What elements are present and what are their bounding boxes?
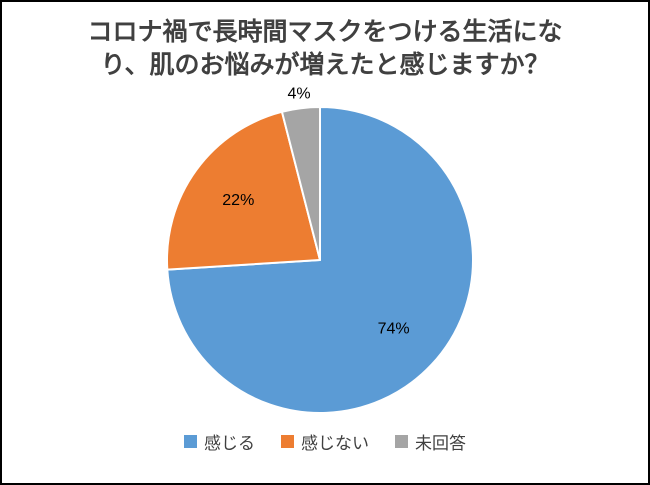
pie-slice-2 [280, 106, 321, 261]
legend-item-0: 感じる [184, 429, 255, 454]
legend-swatch-0 [184, 435, 197, 448]
legend-item-1: 感じない [281, 429, 369, 454]
legend-label-2: 未回答 [415, 434, 466, 453]
slice-label-0: 74% [378, 320, 410, 337]
legend-swatch-1 [281, 435, 294, 448]
chart-title: コロナ禍で長時間マスクをつける生活になり、肌のお悩みが増えたと感じますか？ [87, 18, 563, 79]
slice-label-2: 4% [288, 86, 311, 103]
legend-swatch-2 [395, 435, 408, 448]
legend-item-2: 未回答 [395, 429, 466, 454]
legend-label-0: 感じる [204, 434, 255, 453]
slice-label-1: 22% [222, 192, 254, 209]
legend-label-1: 感じない [301, 434, 369, 453]
legend: 感じる 感じない 未回答 [184, 429, 466, 454]
pie-slice-1 [165, 110, 321, 271]
pie-chart: 74% 22% 4% [165, 86, 474, 414]
